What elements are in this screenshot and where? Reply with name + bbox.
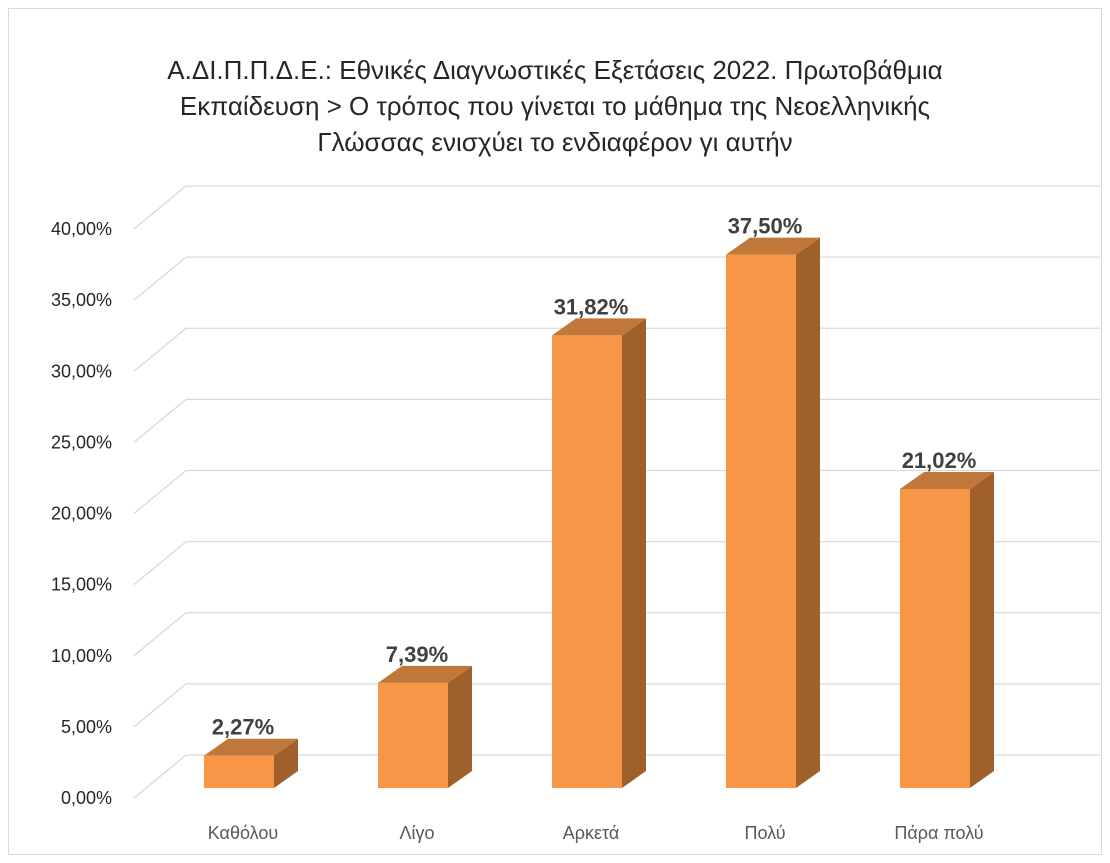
bar-side-3 bbox=[796, 237, 820, 788]
category-label-3: Πολύ bbox=[744, 823, 785, 843]
bar-1 bbox=[378, 665, 472, 788]
data-label-2: 31,82% bbox=[554, 294, 629, 319]
chart-title-line-2: Εκπαίδευση > Ο τρόπος που γίνεται το μάθ… bbox=[179, 91, 931, 121]
bar-front-4 bbox=[900, 488, 970, 788]
bar-top-4 bbox=[900, 471, 994, 489]
bar-front-2 bbox=[552, 335, 622, 788]
bar-4 bbox=[900, 471, 994, 788]
category-label-0: Καθόλου bbox=[208, 823, 278, 843]
bar-front-0 bbox=[204, 755, 274, 788]
bar-2 bbox=[552, 318, 646, 788]
y-tick-label-5: 25,00% bbox=[51, 432, 112, 452]
y-tick-label-2: 10,00% bbox=[51, 646, 112, 666]
bar-3 bbox=[726, 237, 820, 788]
chart-title-line-3: Γλώσσας ενισχύει το ενδιαφέρον γι αυτήν bbox=[317, 127, 793, 157]
data-label-4: 21,02% bbox=[902, 448, 977, 473]
y-tick-label-3: 15,00% bbox=[51, 575, 112, 595]
category-label-1: Λίγο bbox=[399, 823, 434, 843]
bar-side-2 bbox=[622, 318, 646, 788]
bar-top-0 bbox=[204, 738, 298, 756]
bar-front-1 bbox=[378, 682, 448, 788]
bar-front-3 bbox=[726, 254, 796, 788]
category-label-4: Πάρα πολύ bbox=[894, 823, 983, 843]
bar-top-3 bbox=[726, 237, 820, 255]
gridline-8 bbox=[133, 185, 1100, 230]
y-tick-label-4: 20,00% bbox=[51, 504, 112, 524]
data-label-3: 37,50% bbox=[728, 214, 803, 239]
bar-top-1 bbox=[378, 665, 472, 683]
y-tick-label-6: 30,00% bbox=[51, 361, 112, 381]
y-tick-label-8: 40,00% bbox=[51, 219, 112, 239]
y-tick-label-0: 0,00% bbox=[61, 788, 112, 808]
bar-side-4 bbox=[970, 471, 994, 788]
bar-side-1 bbox=[448, 665, 472, 788]
chart-title-line-1: Α.ΔΙ.Π.Π.Δ.Ε.: Εθνικές Διαγνωστικές Εξετ… bbox=[167, 55, 943, 85]
data-label-0: 2,27% bbox=[212, 715, 274, 740]
bar-side-0 bbox=[274, 738, 298, 788]
data-label-1: 7,39% bbox=[386, 642, 448, 667]
chart-title: Α.ΔΙ.Π.Π.Δ.Ε.: Εθνικές Διαγνωστικές Εξετ… bbox=[60, 52, 1050, 160]
y-tick-label-7: 35,00% bbox=[51, 290, 112, 310]
y-tick-label-1: 5,00% bbox=[61, 717, 112, 737]
category-label-2: Αρκετά bbox=[563, 823, 620, 843]
bar-top-2 bbox=[552, 318, 646, 336]
bar-0 bbox=[204, 738, 298, 788]
